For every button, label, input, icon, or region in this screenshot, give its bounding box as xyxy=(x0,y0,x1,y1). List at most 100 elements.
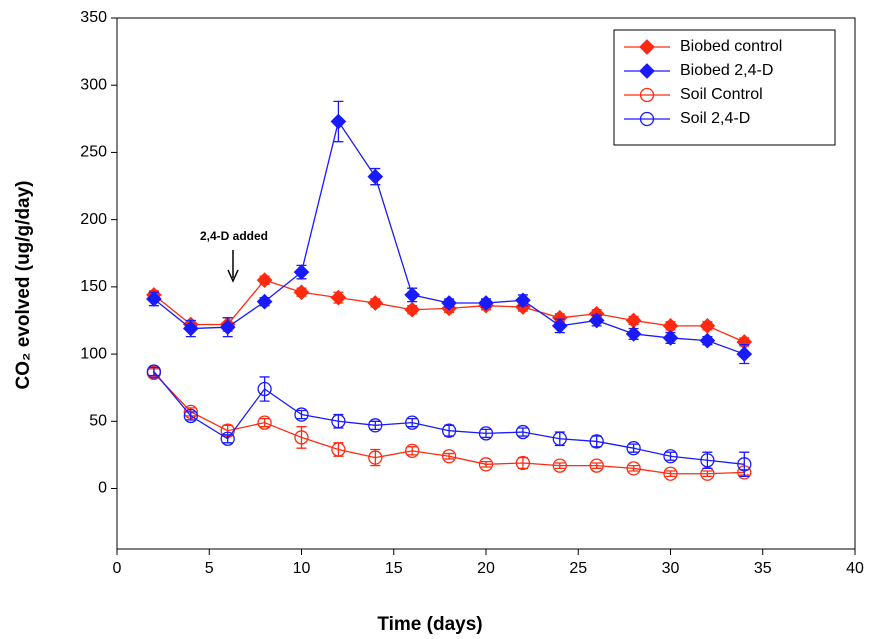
annotation: 2,4-D added xyxy=(200,229,268,243)
error-bar xyxy=(185,411,196,421)
data-point xyxy=(330,113,347,130)
error-bar xyxy=(407,417,418,428)
legend-label: Soil Control xyxy=(680,86,763,103)
error-bar xyxy=(702,451,713,469)
x-tick-label: 5 xyxy=(205,560,214,577)
error-bar xyxy=(628,443,639,453)
error-bar xyxy=(517,427,528,437)
data-point xyxy=(515,424,531,440)
data-point xyxy=(736,346,753,362)
data-point xyxy=(405,443,420,459)
error-bar xyxy=(739,451,750,478)
error-bar xyxy=(554,462,565,469)
x-tick-label: 35 xyxy=(754,560,772,577)
y-axis-label: CO₂ evolved (ug/g/day) xyxy=(13,180,34,389)
data-point xyxy=(220,431,235,446)
data-point xyxy=(441,423,457,438)
data-point xyxy=(146,364,162,379)
data-point xyxy=(256,293,273,310)
data-point xyxy=(551,317,568,334)
error-bar xyxy=(628,465,639,472)
y-tick-label: 100 xyxy=(80,345,107,362)
data-point xyxy=(626,461,641,476)
x-tick-label: 25 xyxy=(569,560,587,577)
data-point xyxy=(293,284,310,301)
data-point xyxy=(700,453,715,468)
data-point xyxy=(404,301,421,318)
x-tick-label: 10 xyxy=(293,560,311,577)
data-point xyxy=(330,289,347,306)
data-point xyxy=(293,264,310,280)
x-axis-label: Time (days) xyxy=(377,614,482,635)
legend-marker xyxy=(639,39,655,55)
data-point xyxy=(404,287,421,303)
error-bar xyxy=(296,426,307,449)
legend-marker xyxy=(639,111,655,127)
y-tick-label: 50 xyxy=(89,413,107,430)
data-point xyxy=(625,312,642,329)
data-point xyxy=(331,414,346,429)
y-tick-label: 350 xyxy=(80,9,107,26)
error-bar xyxy=(222,434,233,444)
legend-marker xyxy=(639,87,655,103)
data-point xyxy=(182,320,199,337)
error-bar xyxy=(702,470,713,478)
data-point xyxy=(515,292,531,309)
error-bar xyxy=(259,417,270,428)
data-point xyxy=(663,449,678,464)
data-point xyxy=(331,442,346,457)
data-point xyxy=(183,408,198,424)
data-point xyxy=(367,295,384,311)
x-tick-label: 20 xyxy=(477,560,495,577)
data-point xyxy=(589,458,604,473)
data-point xyxy=(219,319,236,336)
data-point xyxy=(405,415,420,430)
data-point xyxy=(588,312,605,329)
data-point xyxy=(257,415,272,430)
y-tick-label: 250 xyxy=(80,144,107,161)
legend-label: Soil 2,4-D xyxy=(680,110,750,127)
data-point xyxy=(294,407,309,422)
x-tick-label: 30 xyxy=(662,560,680,577)
data-point xyxy=(699,332,716,349)
annotation-arrow xyxy=(227,250,239,283)
series-line xyxy=(153,371,745,465)
data-point xyxy=(367,168,384,185)
y-tick-label: 200 xyxy=(80,211,107,228)
data-point xyxy=(368,418,383,433)
error-bar xyxy=(296,409,307,420)
x-tick-label: 40 xyxy=(846,560,864,577)
data-point xyxy=(478,426,494,441)
error-bar xyxy=(591,462,602,469)
data-point xyxy=(368,450,383,465)
y-tick-label: 150 xyxy=(80,278,107,295)
y-tick-label: 0 xyxy=(98,480,107,497)
error-bar xyxy=(665,470,676,478)
data-point xyxy=(625,326,642,342)
data-point xyxy=(552,431,567,446)
data-point xyxy=(552,458,567,473)
legend-label: Biobed 2,4-D xyxy=(680,62,773,79)
x-tick-label: 15 xyxy=(385,560,403,577)
y-tick-label: 300 xyxy=(80,76,107,93)
error-bar xyxy=(665,451,676,461)
error-bar xyxy=(148,366,159,377)
legend-marker xyxy=(639,63,655,79)
error-bar xyxy=(481,460,491,468)
data-point xyxy=(515,455,531,471)
data-point xyxy=(589,434,604,449)
legend-label: Biobed control xyxy=(680,38,782,55)
data-point xyxy=(478,457,494,472)
data-point xyxy=(441,449,457,464)
data-point xyxy=(256,272,273,288)
data-point xyxy=(699,317,716,334)
data-point xyxy=(663,466,678,481)
data-point xyxy=(737,457,752,472)
x-tick-label: 0 xyxy=(113,560,122,577)
data-point xyxy=(146,291,162,307)
error-bar xyxy=(407,446,418,456)
data-point xyxy=(257,381,272,397)
data-point xyxy=(294,430,309,445)
error-bar xyxy=(259,376,270,402)
